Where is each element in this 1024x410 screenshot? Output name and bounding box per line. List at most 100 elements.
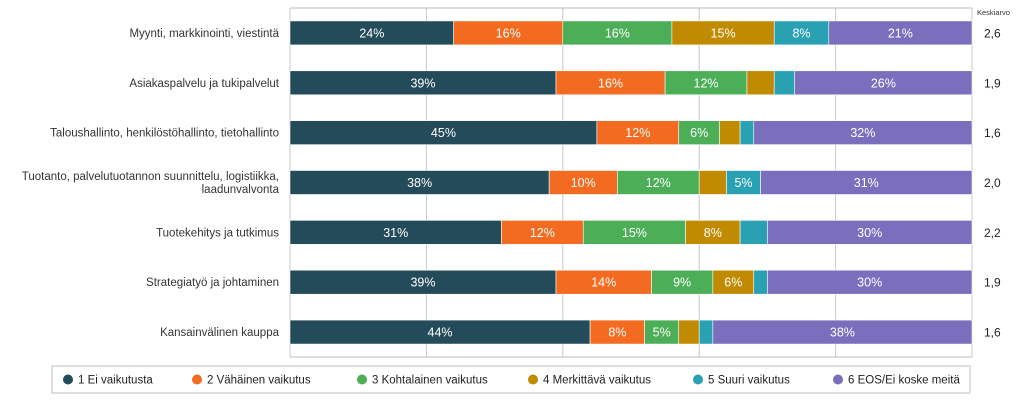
average-value: 1,6 [984, 326, 1001, 340]
average-header: Keskiarvo [977, 8, 1010, 17]
data-label: 21% [888, 26, 913, 40]
legend-marker [528, 374, 538, 385]
data-label: 8% [608, 326, 626, 340]
bar-segment [289, 319, 591, 345]
bar-segment [555, 70, 666, 96]
bar-segment [767, 269, 973, 295]
bar-segment [453, 20, 564, 46]
bar-segment [739, 120, 755, 145]
bar-segment [739, 220, 768, 245]
data-label: 45% [431, 126, 456, 140]
legend-entry: 2 Vähäinen vaikutus [207, 375, 311, 387]
data-label: 30% [857, 276, 882, 290]
bar-segment [712, 269, 755, 295]
data-label: 12% [646, 176, 671, 190]
category-label: Myynti, markkinointi, viestintä [129, 28, 279, 40]
bar-segment [753, 269, 768, 295]
data-label: 39% [410, 76, 435, 90]
bar-segment [685, 220, 741, 245]
bar-segment [698, 319, 714, 345]
bar-segment [555, 269, 652, 295]
data-label: 12% [625, 126, 650, 140]
legend-marker [693, 374, 703, 385]
bar-segment [582, 220, 686, 245]
data-label: 31% [383, 226, 408, 240]
data-label: 6% [690, 126, 708, 140]
data-label: 24% [359, 26, 384, 40]
category-label: Taloushallinto, henkilöstöhallinto, tiet… [50, 128, 279, 140]
legend-box [51, 365, 971, 394]
average-value: 2,0 [984, 176, 1001, 190]
bar-segment [828, 20, 973, 46]
average-value: 1,9 [984, 76, 1001, 90]
bar-segment [719, 120, 741, 145]
category-label: Kansainvälinen kauppa [160, 327, 280, 339]
category-label: laadunvalvonta [202, 184, 280, 196]
legend-marker [833, 374, 843, 385]
bar-segment [501, 220, 584, 245]
data-label: 12% [694, 76, 719, 90]
data-label: 15% [622, 226, 647, 240]
bar-segment [794, 70, 973, 96]
data-label: 15% [711, 26, 736, 40]
data-label: 14% [591, 276, 616, 290]
bar-segment [753, 120, 973, 145]
bar-segment [548, 170, 618, 195]
bar-segment [678, 120, 720, 145]
data-label: 16% [598, 76, 623, 90]
category-label: Tuotekehitys ja tutkimus [156, 227, 279, 239]
data-label: 16% [605, 26, 630, 40]
data-label: 32% [850, 126, 875, 140]
data-label: 8% [792, 26, 810, 40]
data-label: 5% [734, 176, 752, 190]
bar-segment [289, 220, 502, 245]
bar-segment [596, 120, 680, 145]
bar-segment [698, 170, 727, 195]
data-label: 26% [871, 76, 896, 90]
bar-segment [726, 170, 761, 195]
category-label: Asiakaspalvelu ja tukipalvelut [129, 78, 279, 90]
bar-segment [617, 170, 700, 195]
data-label: 30% [857, 226, 882, 240]
bar-segment [289, 20, 454, 46]
data-label: 8% [704, 226, 722, 240]
average-value: 2,6 [984, 26, 1001, 40]
average-value: 1,9 [984, 276, 1001, 290]
bar-segment [760, 170, 973, 195]
legend-entry: 6 EOS/Ei koske meitä [848, 375, 960, 387]
data-label: 38% [407, 176, 432, 190]
average-value: 1,6 [984, 126, 1001, 140]
bar-segment [651, 269, 714, 295]
bar-segment [678, 319, 700, 345]
data-label: 12% [530, 226, 555, 240]
legend-marker [357, 374, 367, 385]
bar-segment [773, 70, 795, 96]
data-label: 39% [410, 276, 435, 290]
bar-segment [712, 319, 973, 345]
bar-segment [289, 120, 598, 145]
bar-segment [589, 319, 645, 345]
category-label: Tuotanto, palvelutuotannon suunnittelu, … [22, 171, 279, 183]
bar-segment [289, 70, 557, 96]
bar-segment [767, 220, 973, 245]
legend-entry: 5 Suuri vaikutus [708, 375, 790, 387]
data-label: 9% [673, 276, 691, 290]
legend-entry: 3 Kohtalainen vaikutus [372, 375, 488, 387]
bar-segment [664, 70, 748, 96]
legend-entry: 1 Ei vaikutusta [78, 375, 153, 387]
average-value: 2,2 [984, 226, 1001, 240]
data-label: 5% [653, 326, 671, 340]
bar-segment [746, 70, 775, 96]
bar-segment [289, 170, 550, 195]
data-label: 38% [830, 326, 855, 340]
data-label: 44% [428, 326, 453, 340]
legend-marker [63, 374, 73, 385]
bar-segment [289, 269, 557, 295]
category-label: Strategiatyö ja johtaminen [146, 277, 279, 289]
data-label: 31% [854, 176, 879, 190]
legend-marker [192, 374, 202, 385]
legend-entry: 4 Merkittävä vaikutus [543, 375, 651, 387]
data-label: 16% [496, 26, 521, 40]
